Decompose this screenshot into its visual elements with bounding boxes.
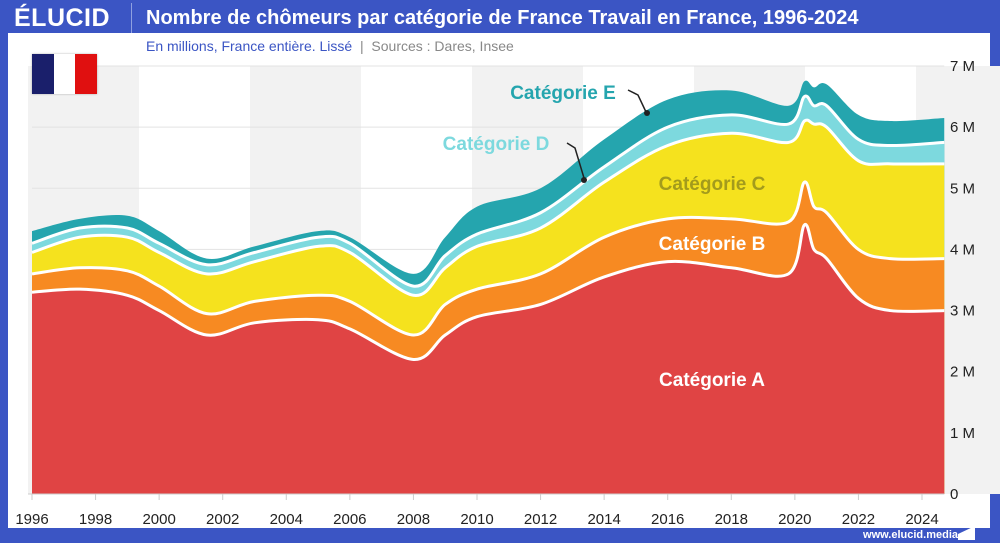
subtitle-separator: | xyxy=(359,38,364,54)
x-tick-label: 2010 xyxy=(460,511,493,528)
subtitle-text: En millions, France entière. Lissé xyxy=(146,38,353,54)
series-label: Catégorie D xyxy=(443,134,550,155)
elucid-logo: ÉLUCID xyxy=(14,4,111,32)
y-tick-label: 3 M xyxy=(950,303,975,320)
x-tick-label: 2006 xyxy=(333,511,366,528)
chart-subtitle: En millions, France entière. Lissé | Sou… xyxy=(146,38,514,54)
y-tick-label: 5 M xyxy=(950,180,975,197)
x-tick-label: 2020 xyxy=(778,511,811,528)
x-tick-label: 2016 xyxy=(651,511,684,528)
y-tick-label: 2 M xyxy=(950,364,975,381)
series-boundary-line xyxy=(31,118,945,297)
x-tick-label: 2008 xyxy=(397,511,430,528)
label-leader-d xyxy=(566,142,585,179)
x-tick-label: 2014 xyxy=(587,511,620,528)
y-tick-label: 1 M xyxy=(950,425,975,442)
label-dot-e xyxy=(644,110,650,116)
y-tick-label: 7 M xyxy=(950,58,975,75)
y-tick-label: 0 xyxy=(950,486,958,503)
series-label: Catégorie A xyxy=(659,370,765,391)
x-tick-label: 2022 xyxy=(842,511,875,528)
x-tick-label: 2000 xyxy=(142,511,175,528)
x-tick-label: 1996 xyxy=(15,511,48,528)
header-separator xyxy=(131,3,132,33)
series-label: Catégorie E xyxy=(510,83,616,104)
series-boundary-line xyxy=(31,180,945,337)
x-tick-label: 2002 xyxy=(206,511,239,528)
x-tick-label: 1998 xyxy=(79,511,112,528)
footer-url: www.elucid.media xyxy=(863,529,958,541)
y-tick-label: 4 M xyxy=(950,241,975,258)
label-dot-d xyxy=(581,177,587,183)
chart-title: Nombre de chômeurs par catégorie de Fran… xyxy=(146,7,859,29)
series-boundary-line xyxy=(31,223,945,361)
x-tick-label: 2004 xyxy=(270,511,303,528)
x-tick-label: 2018 xyxy=(715,511,748,528)
france-flag-icon xyxy=(32,54,98,94)
x-tick-label: 2012 xyxy=(524,511,557,528)
sources-text: Sources : Dares, Insee xyxy=(371,38,514,54)
elucid-mark-icon xyxy=(958,526,975,540)
area-categorie-a xyxy=(32,224,945,494)
x-tick-label: 2024 xyxy=(905,511,938,528)
label-leader-e xyxy=(627,89,647,113)
series-label: Catégorie C xyxy=(659,174,766,195)
y-tick-label: 6 M xyxy=(950,119,975,136)
series-boundary-line xyxy=(31,94,945,288)
series-label: Catégorie B xyxy=(659,234,766,255)
